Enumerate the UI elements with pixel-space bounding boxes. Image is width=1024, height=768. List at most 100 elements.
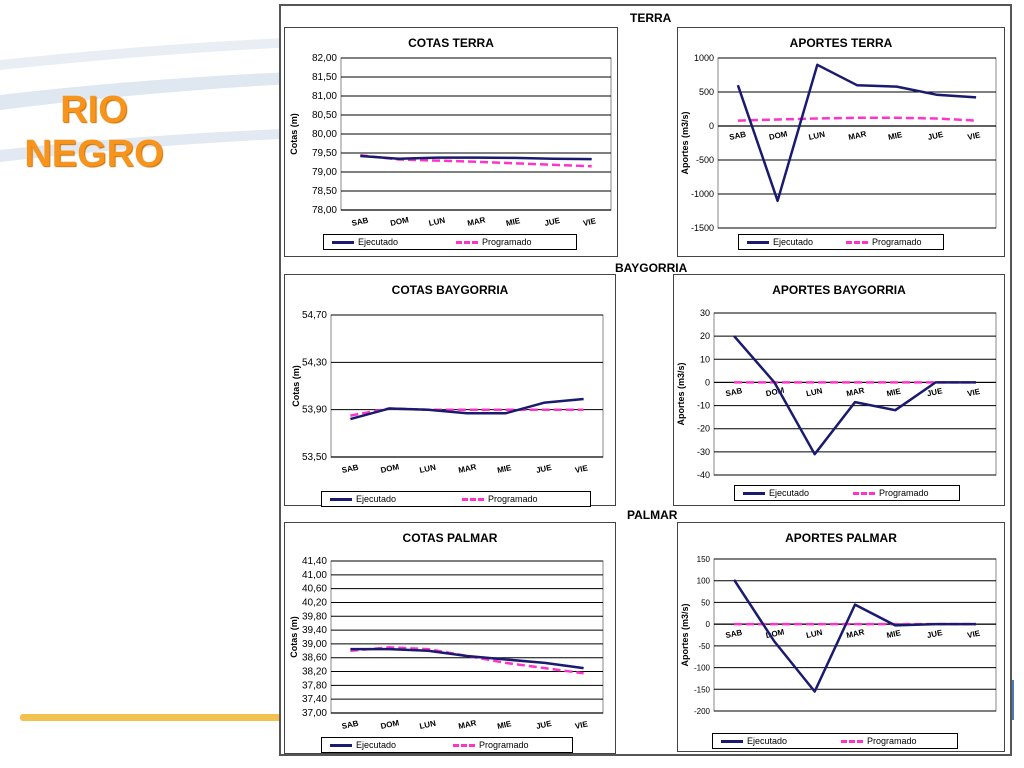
y-tick-label: -150 bbox=[694, 685, 711, 694]
legend-item: Ejecutado bbox=[747, 237, 813, 247]
x-tick-label: MAR bbox=[848, 129, 868, 142]
legend-label: Programado bbox=[872, 237, 922, 247]
x-tick-label: MAR bbox=[846, 627, 866, 640]
y-axis-label: Aportes (m3/s) bbox=[680, 603, 690, 666]
x-tick-label: MAR bbox=[846, 386, 866, 399]
chart-cotas-baygorria: COTAS BAYGORRIA 53,50 53,90 54,30 54,70 SAB DO… bbox=[284, 274, 616, 507]
x-tick-label: MAR bbox=[458, 462, 478, 475]
x-tick-label: SAB bbox=[341, 719, 360, 731]
y-tick-label: -10 bbox=[697, 401, 710, 411]
y-tick-label: 81,50 bbox=[312, 72, 337, 83]
y-tick-label: 79,00 bbox=[312, 167, 337, 178]
legend-swatch bbox=[853, 491, 875, 495]
plot-area bbox=[330, 560, 604, 714]
x-tick-label: SAB bbox=[725, 386, 744, 398]
x-tick-label: VIE bbox=[574, 719, 589, 731]
x-tick-label: JUE bbox=[535, 463, 553, 475]
x-tick-label: MAR bbox=[467, 215, 487, 228]
y-tick-label: 53,90 bbox=[302, 405, 327, 416]
y-tick-label: 20 bbox=[700, 331, 710, 341]
y-tick-label: 0 bbox=[709, 121, 714, 131]
plot-area bbox=[713, 558, 997, 712]
legend-item: Programado bbox=[846, 237, 922, 247]
x-tick-label: VIE bbox=[967, 130, 982, 142]
y-tick-label: 78,00 bbox=[312, 205, 337, 216]
x-tick-label: MIE bbox=[505, 216, 521, 228]
x-tick-label: MIE bbox=[496, 463, 512, 475]
y-axis-label: Aportes (m3/s) bbox=[680, 111, 690, 174]
chart-cotas-terra: COTAS TERRA 78,00 78,50 79,00 79,50 80,00 80,5… bbox=[284, 27, 618, 257]
chart-title: APORTES BAYGORRIA bbox=[772, 283, 906, 297]
x-tick-label: LUN bbox=[419, 719, 437, 731]
x-tick-label: JUE bbox=[926, 386, 944, 398]
legend-label: Ejecutado bbox=[773, 237, 814, 247]
slide-title-line2: NEGRO bbox=[24, 133, 164, 175]
legend-item: Ejecutado bbox=[332, 237, 398, 247]
y-axis-label: Cotas (m) bbox=[289, 616, 299, 658]
series-line-ejecutado bbox=[736, 63, 977, 203]
legend-swatch bbox=[846, 240, 868, 244]
x-tick-label: JUE bbox=[544, 216, 562, 228]
y-tick-label: 39,80 bbox=[302, 611, 327, 622]
chart-title: APORTES TERRA bbox=[789, 36, 893, 50]
x-tick-label: MIE bbox=[887, 130, 903, 142]
y-tick-label: 1000 bbox=[694, 53, 714, 63]
y-axis-label: Cotas (m) bbox=[291, 365, 301, 407]
y-tick-label: -100 bbox=[694, 664, 711, 673]
y-tick-label: 80,50 bbox=[312, 110, 337, 121]
chart-legend: Ejecutado Programado bbox=[321, 491, 591, 507]
y-tick-label: 37,80 bbox=[302, 680, 327, 691]
y-tick-label: -30 bbox=[697, 447, 710, 457]
chart-title: COTAS PALMAR bbox=[402, 531, 498, 545]
x-tick-label: LUN bbox=[808, 130, 826, 142]
y-tick-label: 50 bbox=[701, 598, 710, 607]
y-tick-label: 38,60 bbox=[302, 653, 327, 664]
chart-legend: Ejecutado Programado bbox=[712, 733, 958, 749]
y-tick-label: 82,00 bbox=[312, 53, 337, 64]
y-tick-label: -20 bbox=[697, 424, 710, 434]
y-tick-label: 39,00 bbox=[302, 639, 327, 650]
legend-label: Programado bbox=[879, 488, 929, 498]
y-axis-label: Aportes (m3/s) bbox=[676, 362, 686, 425]
chart-title: COTAS BAYGORRIA bbox=[391, 283, 509, 297]
y-tick-label: -500 bbox=[696, 155, 714, 165]
x-tick-label: VIE bbox=[574, 463, 589, 475]
series-line-programado bbox=[737, 116, 977, 122]
legend-item: Ejecutado bbox=[330, 494, 396, 504]
chart-svg: 78,00 78,50 79,00 79,50 80,00 80,50 81,00 81,50… bbox=[289, 53, 612, 228]
y-tick-label: 79,50 bbox=[312, 148, 337, 159]
y-tick-label: -200 bbox=[694, 707, 711, 716]
y-tick-label: 53,50 bbox=[302, 452, 327, 463]
y-tick-label: 39,40 bbox=[302, 625, 327, 636]
y-tick-label: 37,00 bbox=[302, 708, 327, 719]
series-line-ejecutado bbox=[350, 397, 584, 421]
x-tick-label: LUN bbox=[805, 628, 823, 640]
legend-label: Ejecutado bbox=[769, 488, 810, 498]
y-tick-label: 41,40 bbox=[302, 556, 327, 567]
y-tick-label: -40 bbox=[697, 470, 710, 480]
x-tick-label: DOM bbox=[389, 215, 409, 228]
chart-svg: -1500 -1000 -500 0 500 1000 SAB DOM LUN MAR MIE JUE… bbox=[680, 53, 997, 233]
y-tick-label: 10 bbox=[700, 354, 710, 364]
x-tick-label: LUN bbox=[428, 216, 446, 228]
plot-area bbox=[330, 314, 604, 458]
x-tick-label: SAB bbox=[728, 130, 747, 142]
legend-item: Ejecutado bbox=[330, 740, 396, 750]
legend-swatch bbox=[330, 743, 352, 747]
legend-label: Ejecutado bbox=[747, 736, 788, 746]
legend-label: Ejecutado bbox=[356, 740, 397, 750]
chart-legend: Ejecutado Programado bbox=[323, 234, 577, 250]
chart-svg: 53,50 53,90 54,30 54,70 SAB DOM LUN MAR MIE JUE VI… bbox=[291, 310, 604, 475]
legend-item: Programado bbox=[841, 736, 917, 746]
chart-aportes-palmar: APORTES PALMAR -200 -150 -100 -50 0 50 100 150 SA… bbox=[677, 522, 1005, 752]
chart-aportes-baygorria: APORTES BAYGORRIA -40 -30 -20 -10 0 10 20 30 SAB D… bbox=[673, 274, 1005, 506]
x-tick-label: MIE bbox=[886, 628, 902, 640]
charts-frame: TERRA BAYGORRIA PALMAR COTAS TERRA 78,00 7… bbox=[279, 4, 1012, 756]
x-tick-label: MAR bbox=[458, 718, 478, 731]
x-tick-label: JUE bbox=[535, 719, 553, 731]
y-tick-label: 40,20 bbox=[302, 597, 327, 608]
legend-label: Programado bbox=[488, 494, 538, 504]
y-tick-label: -1500 bbox=[691, 223, 714, 233]
